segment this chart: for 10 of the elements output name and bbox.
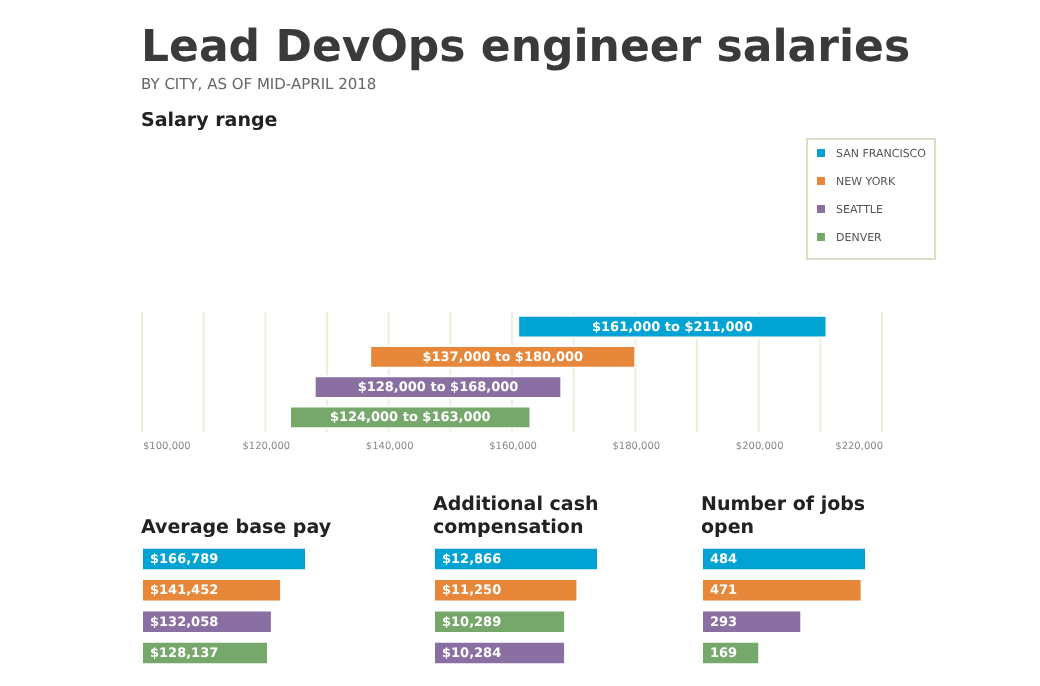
bar (701, 578, 863, 603)
bar (701, 546, 867, 572)
chart-title: Number of jobs open (701, 494, 866, 539)
bar (701, 609, 803, 634)
bar (433, 609, 567, 634)
chart-title: Additional cash compensation (433, 494, 599, 539)
chart-title: Lead DevOps engineer salaries (141, 23, 911, 73)
chart-title: Average base pay (141, 517, 333, 539)
bar (433, 578, 579, 603)
text: Salary range (141, 110, 278, 132)
